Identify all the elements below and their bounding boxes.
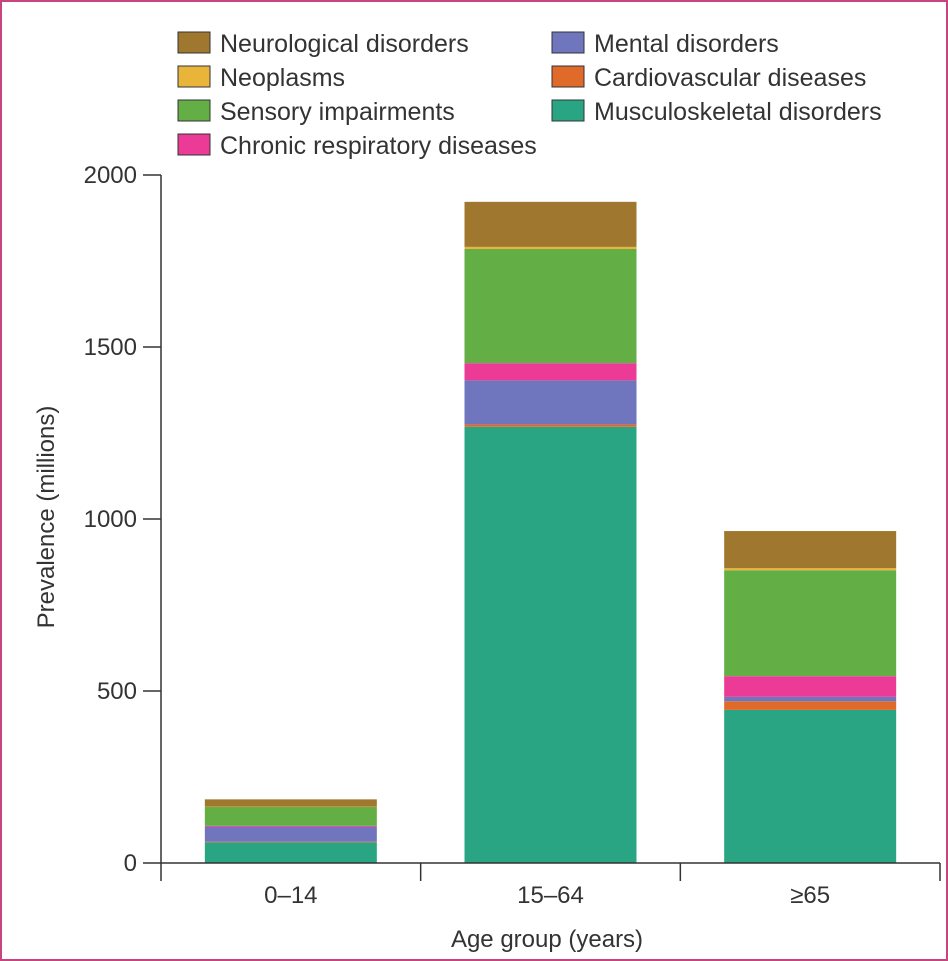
bar-segment-sensory-impairments bbox=[464, 248, 637, 364]
bar-segment-chronic-respiratory-diseases bbox=[464, 363, 637, 381]
bar-segment-sensory-impairments bbox=[724, 570, 897, 677]
bar-segment-neoplasms bbox=[724, 568, 897, 571]
legend-swatch bbox=[177, 31, 211, 54]
legend-label: Neoplasms bbox=[220, 64, 345, 92]
y-tick-label: 500 bbox=[97, 678, 137, 705]
legend-item: Cardiovascular diseases bbox=[551, 64, 866, 92]
legend: Neurological disorders Mental disorders Ne… bbox=[177, 30, 882, 160]
legend-item: Chronic respiratory diseases bbox=[177, 132, 537, 160]
bar-segment-neurological-disorders bbox=[724, 531, 897, 569]
legend-item: Neurological disorders bbox=[177, 30, 469, 58]
x-axis-title: Age group (years) bbox=[451, 926, 643, 953]
legend-label: Mental disorders bbox=[594, 30, 779, 58]
legend-label: Cardiovascular diseases bbox=[594, 64, 866, 92]
legend-swatch bbox=[177, 65, 211, 88]
legend-label: Chronic respiratory diseases bbox=[220, 132, 537, 160]
legend-swatch bbox=[177, 99, 211, 122]
legend-item: Neoplasms bbox=[177, 64, 345, 92]
legend-item: Musculoskeletal disorders bbox=[551, 98, 882, 126]
bar-segment-sensory-impairments bbox=[204, 806, 377, 826]
bar-segment-musculoskeletal-disorders bbox=[724, 709, 897, 863]
bars-layer bbox=[204, 201, 897, 863]
legend-label: Neurological disorders bbox=[220, 30, 469, 58]
bar-segment-neurological-disorders bbox=[464, 201, 637, 247]
legend-label: Sensory impairments bbox=[220, 98, 455, 126]
y-tick-label: 0 bbox=[124, 850, 137, 877]
y-axis-title: Prevalence (millions) bbox=[33, 406, 60, 629]
x-tick-label: 15–64 bbox=[517, 882, 584, 909]
y-tick-label: 1000 bbox=[84, 506, 137, 533]
bar-segment-chronic-respiratory-diseases bbox=[724, 676, 897, 697]
bar-segment-musculoskeletal-disorders bbox=[464, 426, 637, 863]
bar-segment-neurological-disorders bbox=[204, 799, 377, 807]
bar-segment-mental-disorders bbox=[464, 380, 637, 425]
bar-segment-neoplasms bbox=[204, 806, 377, 808]
bar-segment-mental-disorders bbox=[724, 696, 897, 702]
legend-item: Sensory impairments bbox=[177, 98, 455, 126]
axes-layer: 0 500 1000 1500 2000 0–14 15–64 ≥65 bbox=[84, 162, 941, 909]
bar-segment-mental-disorders bbox=[204, 826, 377, 842]
y-tick-label: 1500 bbox=[84, 334, 137, 361]
x-tick-label: 0–14 bbox=[264, 882, 317, 909]
legend-label: Musculoskeletal disorders bbox=[594, 98, 882, 126]
bar-segment-musculoskeletal-disorders bbox=[204, 842, 377, 863]
legend-swatch bbox=[551, 31, 585, 54]
legend-item: Mental disorders bbox=[551, 30, 779, 58]
legend-swatch bbox=[551, 65, 585, 88]
bar-segment-chronic-respiratory-diseases bbox=[204, 825, 377, 827]
y-tick-label: 2000 bbox=[84, 162, 137, 189]
legend-swatch bbox=[551, 99, 585, 122]
bar-segment-cardiovascular-diseases bbox=[724, 701, 897, 710]
bar-segment-cardiovascular-diseases bbox=[464, 424, 637, 427]
bar-segment-neoplasms bbox=[464, 246, 637, 249]
x-tick-label: ≥65 bbox=[790, 882, 830, 909]
legend-swatch bbox=[177, 133, 211, 156]
bar-segment-cardiovascular-diseases bbox=[204, 841, 377, 843]
